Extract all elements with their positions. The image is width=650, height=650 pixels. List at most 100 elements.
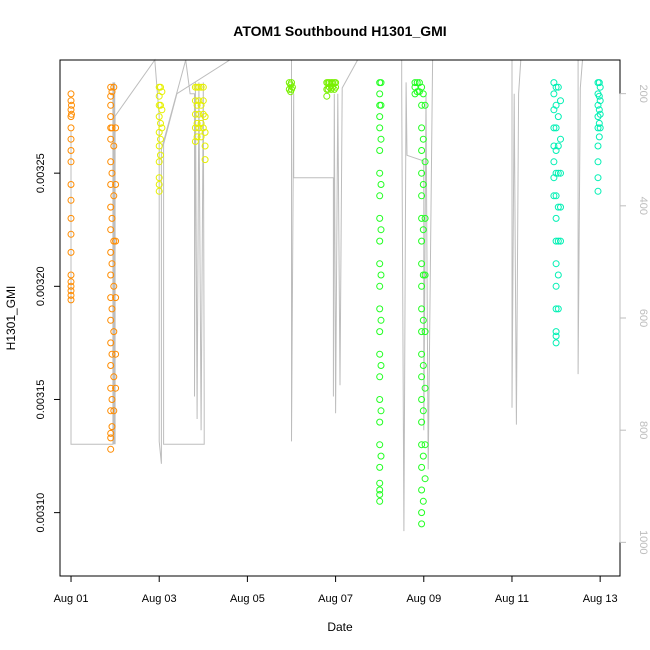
data-point: [550, 124, 558, 132]
data-point: [67, 106, 75, 114]
right-axis: 200 400 600 800 1000: [619, 85, 649, 555]
data-point: [67, 97, 75, 105]
data-point: [419, 362, 427, 369]
data-point: [108, 88, 116, 96]
x-tick-label: Aug 11: [495, 593, 529, 605]
data-point: [419, 90, 427, 98]
data-point: [332, 79, 340, 87]
data-point: [421, 475, 429, 483]
data-point: [68, 101, 75, 109]
data-point: [552, 192, 560, 200]
data-point: [155, 174, 163, 182]
data-point: [376, 237, 384, 245]
data-point: [112, 124, 120, 132]
data-point: [376, 491, 384, 498]
data-point: [596, 110, 604, 118]
data-point: [157, 119, 164, 127]
series-2: [155, 83, 209, 195]
data-point: [554, 169, 562, 177]
data-point: [376, 441, 384, 449]
data-point: [557, 237, 564, 245]
data-point: [107, 135, 115, 143]
data-point: [376, 497, 384, 505]
data-point: [552, 83, 560, 91]
data-point: [376, 418, 384, 426]
data-point: [596, 124, 604, 132]
data-point: [107, 113, 115, 121]
data-point: [376, 90, 384, 98]
data-point: [421, 441, 429, 449]
data-point: [376, 486, 384, 494]
data-point: [199, 110, 207, 118]
data-point: [157, 135, 164, 143]
data-point: [594, 124, 602, 132]
y-tick-label: 0.00325: [35, 153, 47, 193]
data-point: [155, 113, 163, 121]
data-point: [418, 520, 426, 528]
data-point: [107, 271, 115, 279]
data-point: [376, 479, 384, 487]
data-point: [107, 92, 115, 100]
data-point: [201, 142, 209, 150]
data-point: [377, 181, 385, 188]
data-point: [596, 97, 604, 105]
data-point: [557, 203, 564, 211]
data-point: [158, 88, 166, 96]
data-point: [419, 181, 427, 188]
data-point: [411, 90, 419, 98]
x-tick-label: Aug 03: [142, 593, 177, 605]
data-point: [191, 138, 199, 145]
data-point: [552, 282, 560, 290]
data-point: [418, 124, 426, 132]
data-point: [110, 142, 118, 150]
data-point: [197, 83, 205, 91]
data-point: [67, 291, 75, 299]
data-point: [108, 124, 116, 132]
data-point: [419, 452, 427, 460]
data-point: [155, 181, 163, 188]
right-tick-label: 1000: [637, 530, 649, 554]
data-point: [108, 350, 116, 358]
data-point: [418, 373, 426, 381]
data-point: [377, 452, 385, 460]
data-point: [191, 97, 199, 105]
data-point: [197, 133, 205, 141]
right-tick-label: 600: [637, 309, 649, 327]
data-point: [554, 83, 562, 91]
data-point: [377, 271, 385, 279]
y-tick-label: 0.00315: [35, 380, 47, 420]
data-point: [288, 83, 296, 91]
data-point: [107, 158, 115, 166]
data-point: [418, 169, 426, 177]
data-point: [195, 110, 203, 118]
data-point: [421, 214, 429, 222]
data-point: [594, 187, 602, 195]
data-point: [67, 271, 75, 279]
data-point: [552, 260, 560, 268]
data-point: [107, 181, 115, 188]
data-point: [377, 316, 385, 324]
data-point: [107, 362, 115, 369]
data-point: [112, 181, 120, 188]
data-point: [110, 192, 118, 200]
data-point: [376, 396, 384, 403]
data-point: [195, 83, 203, 91]
data-point: [421, 328, 429, 336]
data-point: [158, 124, 166, 132]
data-point: [155, 158, 163, 166]
data-point: [377, 226, 385, 234]
data-point: [67, 147, 75, 154]
data-point: [376, 463, 384, 471]
data-point: [67, 214, 75, 222]
data-point: [595, 133, 603, 141]
data-point: [421, 271, 429, 279]
data-point: [377, 407, 385, 415]
data-point: [193, 119, 201, 127]
data-point: [550, 158, 558, 166]
data-point: [376, 147, 384, 154]
data-point: [554, 237, 562, 245]
data-point: [554, 305, 562, 313]
data-point: [110, 83, 118, 91]
y-axis: 0.00310 0.00315 0.00320 0.00325: [35, 153, 61, 532]
